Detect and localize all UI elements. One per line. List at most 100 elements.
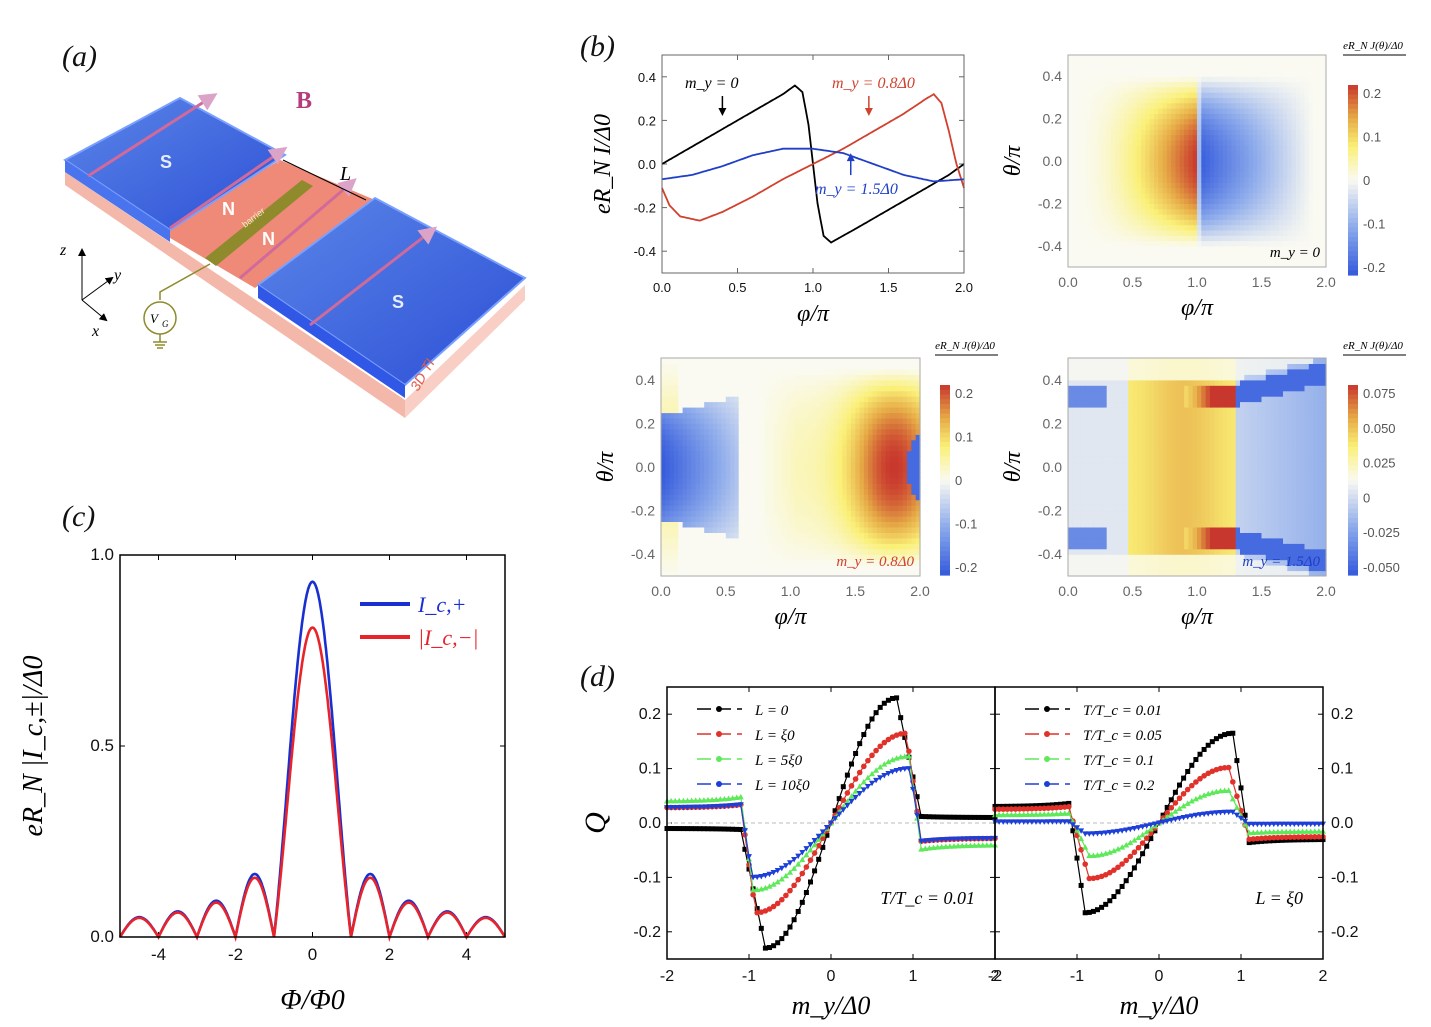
heatmap-cell: [691, 434, 697, 441]
heatmap-cell: [734, 483, 740, 490]
heatmap-cell: [803, 510, 809, 517]
heatmap-cell: [682, 374, 688, 381]
heatmap-cell: [1106, 182, 1112, 189]
heatmap-cell: [1068, 187, 1073, 194]
heatmap-cell: [790, 396, 796, 403]
heatmap-cell: [756, 548, 761, 555]
heatmap-cell: [712, 499, 718, 506]
heatmap-cell: [1184, 261, 1189, 268]
heatmap-cell: [682, 559, 688, 566]
heatmap-cell: [868, 358, 874, 364]
heatmap-cell: [674, 499, 679, 506]
heatmap-cell: [885, 445, 891, 452]
heatmap-cell: [1287, 176, 1293, 183]
heatmap-cell: [777, 559, 783, 566]
heatmap-cell: [1136, 86, 1142, 93]
y-tick-label: 0.4: [638, 70, 656, 85]
heatmap-cell: [751, 516, 757, 522]
heatmap-cell: [1313, 123, 1318, 130]
heatmap-cell: [1287, 134, 1293, 141]
heatmap-cell: [846, 358, 852, 364]
heatmap-cell: [1089, 76, 1095, 83]
heatmap-cell: [790, 494, 796, 501]
heatmap-cell: [881, 521, 886, 528]
heatmap-cell: [1252, 214, 1258, 220]
colorbar-cell: [1348, 180, 1358, 186]
heatmap-cell: [751, 570, 757, 577]
heatmap-cell: [1128, 145, 1134, 151]
heatmap-cell: [1111, 97, 1116, 104]
heatmap-cell: [712, 494, 718, 501]
heatmap-cell: [1188, 261, 1194, 268]
heatmap-cell: [1270, 123, 1275, 130]
heatmap-cell: [760, 537, 766, 544]
heatmap-cell: [820, 559, 826, 566]
heatmap-cell: [1119, 203, 1125, 210]
heatmap-cell: [1123, 81, 1129, 88]
heatmap-cell: [1076, 240, 1082, 247]
heatmap-cell: [842, 417, 848, 424]
heatmap-cell: [846, 554, 852, 561]
heatmap-cell: [1244, 187, 1250, 194]
heatmap-cell: [1136, 60, 1142, 67]
heatmap-cell: [1068, 55, 1073, 61]
heatmap-cell: [1076, 176, 1082, 183]
heatmap-cell: [850, 363, 856, 370]
heatmap-cell: [1235, 113, 1241, 120]
heatmap-cell: [876, 472, 882, 479]
heatmap-cell: [825, 428, 830, 435]
heatmap-cell: [1295, 145, 1301, 151]
heatmap-cell: [1295, 176, 1301, 183]
heatmap-cell: [1093, 251, 1099, 257]
heatmap-cell: [738, 494, 744, 501]
heatmap-cell: [781, 439, 787, 446]
heatmap-cell: [1093, 55, 1099, 61]
heatmap-cell: [1123, 97, 1129, 104]
heatmap-cell: [1111, 55, 1116, 61]
heatmap-cell: [1287, 224, 1293, 231]
heatmap-cell: [1274, 92, 1280, 98]
heatmap-cell: [1093, 203, 1099, 210]
heatmap-cell: [816, 532, 822, 539]
heatmap-cell: [1089, 108, 1095, 114]
heatmap-cell: [1235, 55, 1241, 61]
heatmap-cell: [803, 488, 809, 495]
heatmap-cell: [725, 521, 731, 528]
heatmap-cell: [794, 554, 800, 561]
heatmap-cell: [695, 390, 701, 397]
heatmap-cell: [682, 423, 688, 430]
heatmap-cell: [1149, 166, 1155, 173]
heatmap-cell: [1111, 240, 1116, 247]
heatmap-cell: [1136, 245, 1142, 252]
heatmap-cell: [1154, 97, 1159, 104]
heatmap-cell: [885, 439, 891, 446]
heatmap-cell: [1106, 118, 1112, 125]
heatmap-cell: [1184, 214, 1189, 220]
heatmap-cell: [738, 428, 744, 435]
heatmap-cell: [902, 358, 908, 364]
heatmap-cell: [686, 390, 692, 397]
heatmap-cell: [1158, 134, 1164, 141]
heatmap-cell: [1231, 240, 1237, 247]
heatmap-cell: [691, 505, 697, 512]
heatmap-cell: [751, 363, 757, 370]
x-axis-label: φ/π: [1181, 295, 1214, 321]
heatmap-cell: [1313, 214, 1318, 220]
heatmap-cell: [756, 407, 761, 414]
heatmap-cell: [1106, 235, 1112, 242]
heatmap-cell: [1188, 229, 1194, 236]
heatmap-cell: [889, 423, 895, 430]
heatmap-cell: [674, 565, 679, 572]
heatmap-cell: [1197, 187, 1202, 194]
heatmap-cell: [876, 434, 882, 441]
heatmap-cell: [747, 521, 753, 528]
heatmap-cell: [846, 374, 852, 381]
heatmap-cell: [1179, 256, 1185, 263]
heatmap-cell: [1089, 65, 1095, 72]
heatmap-cell: [1068, 145, 1073, 151]
heatmap-cell: [863, 559, 869, 566]
heatmap-cell: [833, 450, 839, 457]
heatmap-cell: [1188, 129, 1194, 136]
heatmap-cell: [829, 548, 835, 555]
heatmap-cell: [855, 445, 861, 452]
